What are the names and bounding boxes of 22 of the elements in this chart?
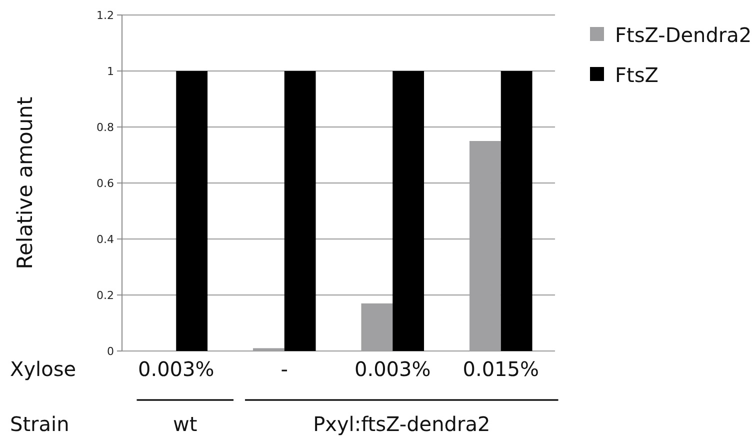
bar xyxy=(500,71,532,351)
x-axis-title: Xylose xyxy=(10,357,76,381)
y-tick-label: 0.4 xyxy=(96,232,114,246)
y-tick-label: 0.2 xyxy=(96,288,114,302)
bar xyxy=(392,71,424,351)
x-tick-label: - xyxy=(280,357,288,381)
x-tick-label: 0.003% xyxy=(138,357,214,381)
bar xyxy=(176,71,208,351)
y-tick-label: 0.6 xyxy=(96,176,114,190)
x-tick-label: 0.015% xyxy=(462,357,540,381)
y-tick-label: 0 xyxy=(107,344,114,358)
text: Strain xyxy=(10,412,70,436)
text: wt xyxy=(173,412,198,436)
bar xyxy=(284,71,316,351)
y-axis-title: Relative amount xyxy=(13,96,37,270)
text: Pxyl:ftsZ-dendra2 xyxy=(313,412,490,436)
y-tick-label: 1.2 xyxy=(96,8,114,22)
x-tick-label: 0.003% xyxy=(354,357,431,381)
legend-label: FtsZ xyxy=(615,63,658,87)
y-tick-label: 1 xyxy=(107,64,114,78)
y-tick-label: 0.8 xyxy=(96,120,114,134)
legend-label: FtsZ-Dendra2 xyxy=(615,23,752,47)
